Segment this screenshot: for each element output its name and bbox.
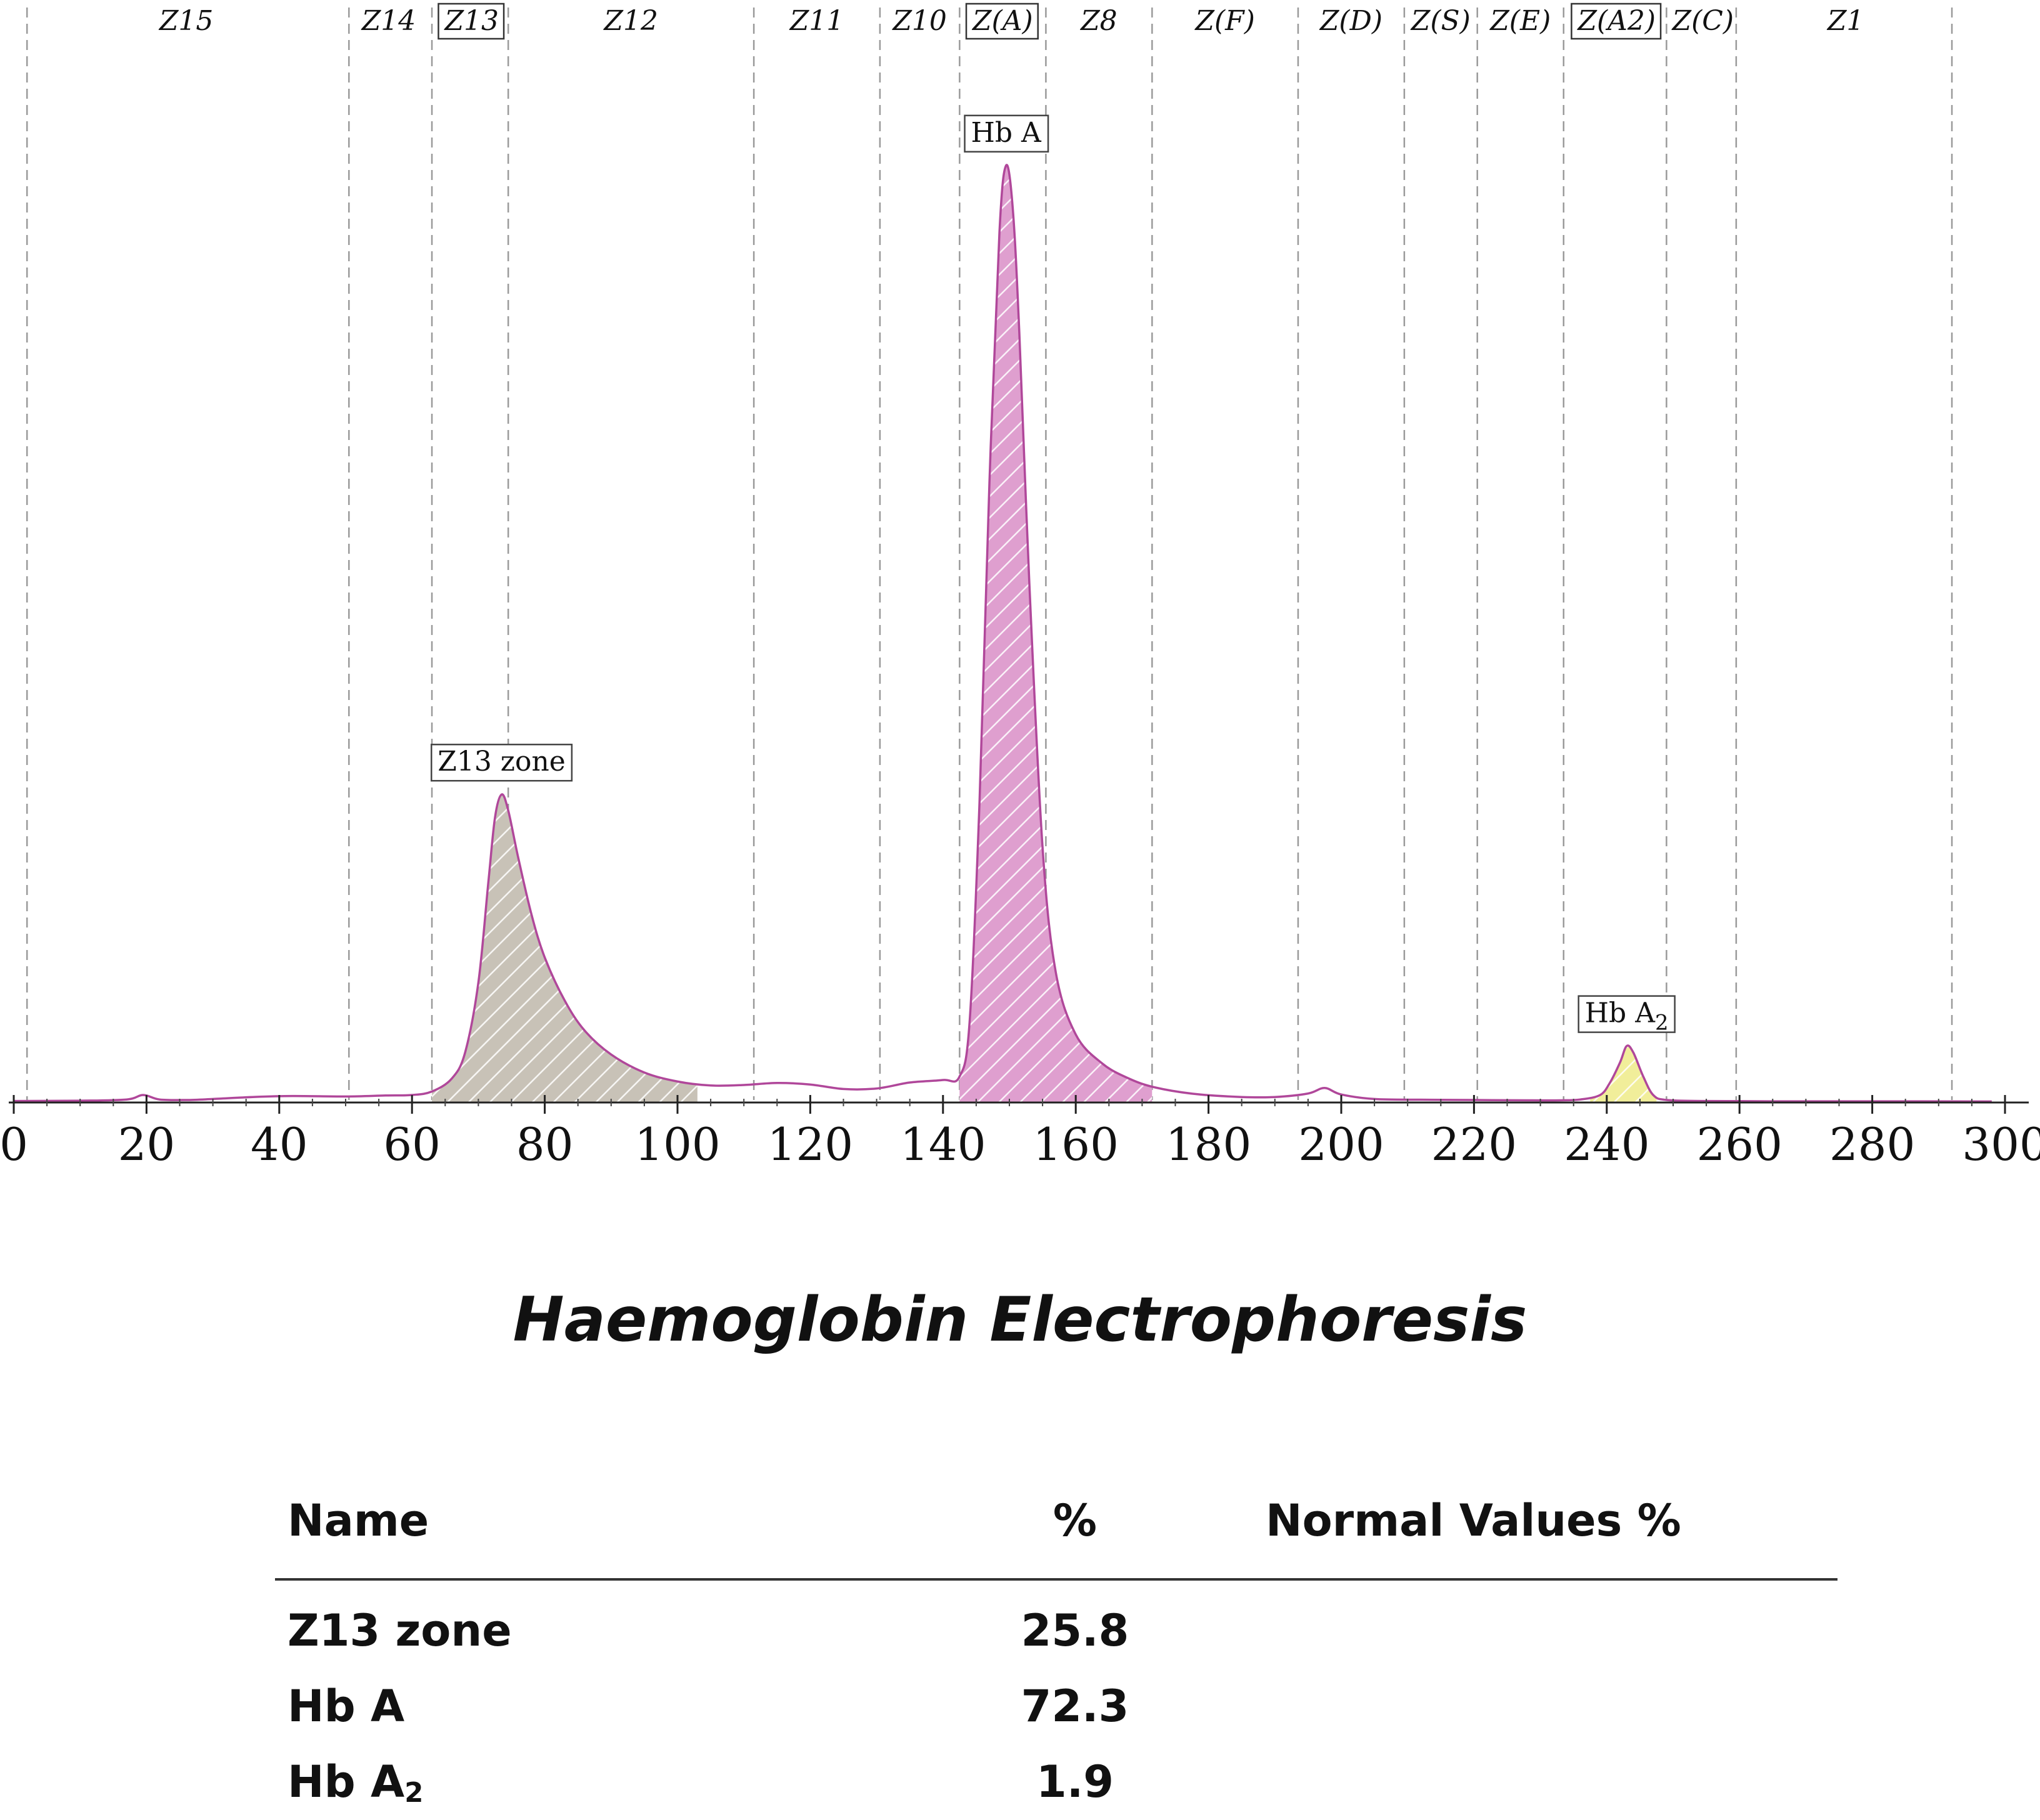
x-tick-label: 140 [900,1118,986,1171]
zone-label: Z12 [602,5,658,37]
peak-label-text: Hb A2 [1585,998,1669,1036]
zone-label: Z(E) [1489,5,1551,37]
x-tick-label: 300 [1962,1118,2040,1171]
x-tick-label: 260 [1696,1118,1782,1171]
column-header-percent: % [1052,1495,1098,1546]
row-name-text: Z13 zone [288,1605,512,1656]
zone-label-text: Z(S) [1410,5,1471,37]
row-name-subscript: 2 [404,1777,424,1809]
x-tick-label: 280 [1829,1118,1915,1171]
x-tick-label: 160 [1032,1118,1118,1171]
results-table: Name % Normal Values % Z13 zone 25.8 Hb … [275,1472,1838,1820]
table-row: Hb A2 1.9 [275,1744,1838,1820]
x-axis: 0 20 40 60 80 100 120 140 160 180 200 220 240 260 280 3… [0,1095,2040,1171]
zone-labels: Z15 Z14 Z13 Z12 Z11 Z10 Z(A) Z8 Z(F) Z(D) Z(S) Z(E)… [158,2,1864,40]
row-name-text: Hb A [288,1756,405,1808]
zone-label-text: Z11 [789,5,844,37]
peak-label-box [1578,995,1676,1033]
peak-hatch [432,794,698,1102]
row-percent: 1.9 [1036,1756,1114,1808]
zone-label-text: Z12 [602,5,658,37]
electropherogram-chart: 0 20 40 60 80 100 120 140 160 180 200 220 240 260 280 3… [0,2,2040,1171]
row-name-text: Hb A [288,1681,405,1732]
zone-label-text: Z14 [361,5,416,37]
peak-label-subscript: 2 [1655,1011,1669,1036]
peak-hatch [959,164,1152,1103]
zone-label: Z(S) [1410,5,1471,37]
zone-label: Z(A) [965,2,1039,40]
zone-label-text: Z(A) [971,5,1033,37]
peak-label: Hb A2 [1578,995,1676,1036]
zone-label-text: Z(C) [1671,5,1734,37]
zone-label-text: Z(D) [1319,5,1382,37]
x-tick-label: 0 [0,1118,28,1171]
column-header-name: Name [288,1495,429,1546]
trace-line [13,164,1992,1103]
peak-label-box [431,743,573,782]
zone-label: Z(C) [1671,5,1734,37]
row-percent: 25.8 [1021,1605,1129,1656]
row-name: Z13 zone [288,1606,512,1667]
peak-area [959,164,1152,1103]
zone-label: Z1 [1826,5,1864,37]
zone-label-box [965,2,1039,40]
peak-labels: Z13 zone Hb A Hb A2 [431,114,1676,1036]
peak-area [432,794,698,1102]
zone-label-text: Z1 [1826,5,1864,37]
zone-label: Z(A2) [1571,2,1662,40]
peak-label: Hb A [964,114,1049,153]
x-tick-label: 180 [1166,1118,1251,1171]
zone-label: Z(D) [1319,5,1382,37]
x-tick-label: 40 [251,1118,308,1171]
table-row: Hb A 72.3 [275,1669,1838,1744]
peak-label-text: Z13 zone [438,746,566,778]
zone-label-box [438,2,505,40]
trace-layer [13,164,1992,1103]
row-name: Hb A [288,1681,404,1742]
table-body: Z13 zone 25.8 Hb A 72.3 Hb A2 1.9 [275,1581,1838,1820]
table-header: Name % Normal Values % [275,1472,1838,1581]
zone-label: Z8 [1079,5,1118,37]
zone-label: Z13 [438,2,505,40]
peak-areas [432,164,1657,1103]
x-tick-label: 60 [383,1118,441,1171]
x-tick-label: 100 [634,1118,720,1171]
peak-label-text: Hb A [971,117,1042,149]
zone-label: Z(F) [1194,5,1254,37]
zone-label: Z15 [158,5,214,37]
zone-label: Z11 [789,5,844,37]
table-row: Z13 zone 25.8 [275,1593,1838,1669]
zone-label-text: Z(F) [1194,5,1254,37]
zone-label-text: Z15 [158,5,214,37]
x-tick-label: 120 [768,1118,853,1171]
zone-label-text: Z10 [891,5,947,37]
zone-label-text: Z8 [1079,5,1118,37]
x-tick-label: 80 [516,1118,574,1171]
peak-label: Z13 zone [431,743,573,782]
x-tick-label: 20 [118,1118,176,1171]
report-title: Haemoglobin Electrophoresis [512,1284,1528,1356]
row-percent: 72.3 [1021,1681,1129,1732]
zone-label: Z14 [361,5,416,37]
x-tick-label: 220 [1431,1118,1517,1171]
zone-label: Z10 [891,5,947,37]
zone-label-box [1571,2,1662,40]
row-name: Hb A2 [288,1757,423,1818]
zone-label-text: Z13 [443,5,499,37]
column-header-normal-values: Normal Values % [1266,1495,1681,1546]
zone-label-text: Z(A2) [1576,5,1656,37]
peak-label-box [964,114,1049,153]
x-tick-label: 240 [1564,1118,1649,1171]
x-tick-label: 200 [1298,1118,1384,1171]
zone-label-text: Z(E) [1489,5,1551,37]
